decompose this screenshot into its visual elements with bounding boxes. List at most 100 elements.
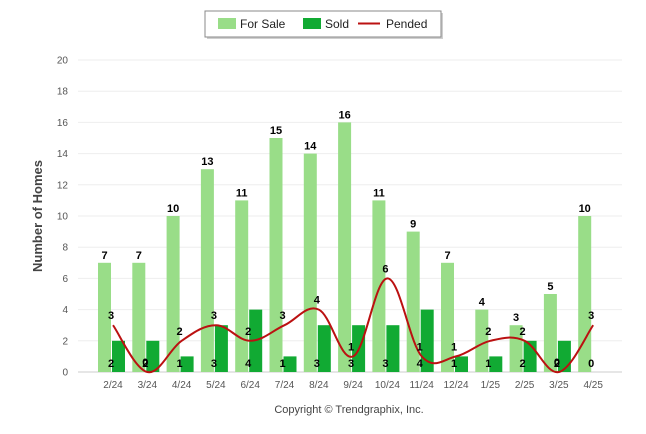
for-sale-value-label: 15 bbox=[270, 125, 282, 137]
sold-bar bbox=[455, 356, 468, 372]
y-tick-label: 18 bbox=[57, 87, 69, 98]
x-tick-label: 3/24 bbox=[138, 380, 158, 391]
for-sale-value-label: 3 bbox=[513, 312, 519, 324]
for-sale-bar bbox=[543, 294, 557, 372]
y-tick-label: 16 bbox=[57, 118, 69, 129]
pended-line bbox=[112, 277, 595, 374]
for-sale-bar bbox=[406, 231, 420, 372]
x-tick-label: 8/24 bbox=[309, 380, 329, 391]
legend-swatch-for-sale bbox=[218, 18, 236, 29]
sold-bar bbox=[386, 325, 400, 372]
for-sale-bar bbox=[235, 200, 249, 372]
pended-value-label: 3 bbox=[211, 310, 217, 322]
pended-value-label: 1 bbox=[451, 341, 457, 353]
legend-label-sold: Sold bbox=[325, 17, 349, 31]
y-tick-label: 14 bbox=[57, 149, 69, 160]
x-tick-label: 4/25 bbox=[583, 380, 603, 391]
for-sale-value-label: 4 bbox=[479, 297, 486, 309]
sold-value-label: 3 bbox=[314, 358, 320, 370]
x-tick-label: 12/24 bbox=[443, 380, 468, 391]
sold-value-label: 3 bbox=[348, 358, 354, 370]
for-sale-bar bbox=[98, 262, 111, 372]
sold-value-label: 2 bbox=[142, 358, 148, 370]
pended-value-label: 3 bbox=[588, 310, 594, 322]
sold-bar bbox=[557, 340, 571, 372]
sold-value-label: 0 bbox=[588, 358, 594, 370]
sold-value-label: 2 bbox=[108, 358, 114, 370]
x-tick-label: 9/24 bbox=[343, 380, 363, 391]
for-sale-value-label: 13 bbox=[201, 156, 213, 168]
sold-bar bbox=[420, 309, 434, 372]
x-tick-label: 2/24 bbox=[103, 380, 123, 391]
x-tick-label: 6/24 bbox=[240, 380, 260, 391]
y-tick-label: 6 bbox=[62, 274, 68, 285]
bars bbox=[98, 122, 592, 373]
y-axis-title: Number of Homes bbox=[30, 160, 45, 272]
pended-value-label: 2 bbox=[520, 326, 526, 338]
legend-label-for-sale: For Sale bbox=[240, 17, 286, 31]
for-sale-bar bbox=[166, 216, 180, 372]
for-sale-bar bbox=[269, 138, 283, 372]
for-sale-bar bbox=[475, 309, 489, 372]
for-sale-value-label: 7 bbox=[444, 250, 450, 262]
sold-bar bbox=[317, 325, 331, 372]
x-tick-labels: 2/24 3/24 4/24 5/24 6/24 7/24 8/24 9/24 10/24 11/… bbox=[103, 380, 603, 391]
pended-value-label: 1 bbox=[348, 341, 354, 353]
x-tick-label: 4/24 bbox=[172, 380, 192, 391]
sold-value-label: 3 bbox=[211, 358, 217, 370]
for-sale-value-label: 9 bbox=[410, 219, 416, 231]
for-sale-bar bbox=[200, 169, 214, 372]
x-tick-label: 2/25 bbox=[515, 380, 535, 391]
for-sale-bar bbox=[303, 153, 317, 372]
sold-value-label: 4 bbox=[245, 358, 252, 370]
y-tick-label: 12 bbox=[57, 180, 69, 191]
pended-value-label: 0 bbox=[142, 357, 148, 369]
sold-bar bbox=[112, 340, 125, 372]
y-tick-label: 10 bbox=[57, 212, 69, 223]
y-tick-label: 20 bbox=[57, 56, 69, 67]
sold-value-label: 2 bbox=[554, 358, 560, 370]
for-sale-value-label: 11 bbox=[236, 187, 248, 199]
y-tick-label: 4 bbox=[62, 305, 68, 316]
copyright-credit: Copyright © Trendgraphix, Inc. bbox=[274, 404, 423, 416]
sold-value-label: 3 bbox=[382, 358, 388, 370]
sold-value-label: 1 bbox=[177, 358, 183, 370]
sold-bar bbox=[489, 356, 503, 372]
pended-value-label: 0 bbox=[554, 357, 560, 369]
for-sale-value-label: 7 bbox=[136, 250, 142, 262]
legend-swatch-sold bbox=[303, 18, 321, 29]
for-sale-value-label: 7 bbox=[101, 250, 107, 262]
y-tick-label: 2 bbox=[62, 336, 68, 347]
sold-bar bbox=[283, 356, 297, 372]
pended-value-label: 6 bbox=[382, 263, 388, 275]
pended-value-label: 1 bbox=[417, 341, 423, 353]
x-tick-label: 11/24 bbox=[410, 380, 435, 391]
y-tick-label: 8 bbox=[62, 243, 68, 254]
x-tick-label: 10/24 bbox=[375, 380, 400, 391]
for-sale-value-label: 16 bbox=[338, 109, 350, 121]
sold-bar bbox=[146, 340, 160, 372]
pended-value-label: 2 bbox=[177, 326, 183, 338]
sold-bar bbox=[214, 325, 228, 372]
pended-series bbox=[112, 277, 595, 374]
pended-value-label: 2 bbox=[245, 326, 251, 338]
for-sale-value-label: 10 bbox=[167, 203, 179, 215]
for-sale-bar bbox=[132, 262, 146, 372]
pended-value-label: 3 bbox=[279, 310, 285, 322]
for-sale-bar bbox=[441, 262, 454, 372]
pended-value-label: 2 bbox=[485, 326, 491, 338]
sold-value-label: 1 bbox=[451, 358, 457, 370]
pended-value-label: 4 bbox=[314, 295, 321, 307]
for-sale-value-label: 11 bbox=[373, 187, 385, 199]
for-sale-value-label: 10 bbox=[579, 203, 591, 215]
pended-value-label: 3 bbox=[108, 310, 114, 322]
legend-box bbox=[204, 10, 442, 38]
for-sale-bar bbox=[372, 200, 386, 372]
sold-value-label: 1 bbox=[485, 358, 491, 370]
for-sale-value-label: 14 bbox=[304, 141, 317, 153]
sold-bar bbox=[180, 356, 194, 372]
sold-value-label: 4 bbox=[417, 358, 424, 370]
for-sale-bar bbox=[338, 122, 352, 373]
